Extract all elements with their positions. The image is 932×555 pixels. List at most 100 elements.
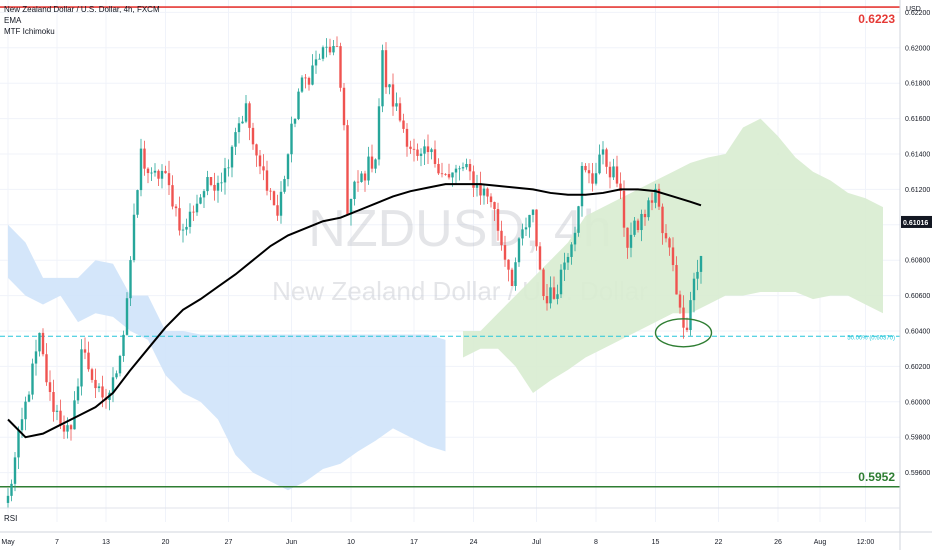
candle [157, 169, 160, 186]
candle [356, 170, 360, 192]
time-axis-tick: 26 [774, 539, 782, 546]
candle [279, 181, 283, 224]
candle [661, 203, 664, 245]
candle [405, 123, 409, 157]
symbol-title[interactable]: New Zealand Dollar / U.S. Dollar, 4h, FX… [4, 5, 160, 14]
candle [115, 370, 118, 380]
candle [332, 40, 335, 56]
candle [692, 272, 696, 313]
candle [500, 220, 503, 251]
candle-body [486, 188, 489, 197]
candle [13, 452, 17, 492]
candle-body [370, 156, 374, 169]
candle-body [41, 332, 45, 355]
candle-body [696, 271, 699, 279]
candle [97, 383, 101, 393]
candle [76, 378, 80, 404]
candle [458, 165, 461, 181]
candle-body [391, 84, 395, 107]
candle [255, 143, 258, 167]
candle-body [482, 188, 486, 196]
candle-body [321, 47, 325, 59]
candle [139, 138, 143, 197]
candle [17, 426, 20, 469]
candle [559, 264, 563, 299]
candle-body [524, 227, 528, 230]
candle [689, 291, 692, 336]
candle [675, 256, 678, 295]
rsi-pane-label[interactable]: RSI [4, 514, 18, 523]
ichimoku-indicator-label[interactable]: MTF Ichimoku [4, 27, 55, 36]
candle-body [255, 144, 258, 156]
candle [286, 153, 290, 187]
candle-body [356, 181, 360, 183]
candle-body [619, 183, 622, 191]
candle [360, 171, 363, 183]
candle [262, 154, 265, 181]
candle-body [384, 50, 388, 88]
candle [643, 209, 647, 226]
candle [321, 45, 325, 62]
candle-body [584, 165, 587, 171]
candle [563, 252, 566, 281]
currency-label[interactable]: USD [906, 6, 921, 13]
candle [489, 193, 493, 208]
candle [24, 396, 27, 431]
price-axis-tick: 0.61400 [905, 151, 930, 158]
candle-body [167, 173, 171, 186]
candle-body [178, 208, 181, 231]
candle-body [475, 183, 479, 188]
candle-body [45, 354, 48, 383]
candle-body [76, 386, 80, 401]
candle [570, 242, 573, 265]
candle-body [419, 153, 423, 156]
candle-body [195, 203, 199, 213]
candle [251, 122, 255, 150]
candle [73, 391, 76, 430]
price-axis-tick: 0.61800 [905, 81, 930, 88]
candle [80, 339, 83, 396]
candle-body [307, 77, 311, 85]
candle-body [381, 50, 384, 107]
annotation-circle [654, 318, 713, 348]
candle-body [290, 123, 293, 155]
candle-body [31, 363, 34, 395]
candle-body [111, 377, 115, 393]
candle-body [346, 125, 349, 215]
price-axis-tick: 0.60600 [905, 293, 930, 300]
candle [503, 235, 507, 267]
candle-body [612, 166, 615, 178]
candle-body [472, 171, 475, 188]
candle-body [629, 234, 633, 248]
candle [419, 148, 423, 167]
candle-body [654, 188, 657, 203]
candle-body [122, 334, 125, 356]
candle-body [115, 373, 118, 378]
candle [248, 101, 251, 141]
candle-body [671, 247, 675, 266]
candle-body [118, 355, 122, 374]
time-axis-tick: 10 [347, 539, 355, 546]
candle-body [80, 349, 83, 387]
candle-body [643, 213, 647, 218]
candle [45, 343, 48, 386]
candle-body [248, 103, 251, 128]
candle-body [83, 349, 87, 353]
candle-body [6, 495, 10, 503]
price-axis-tick: 0.60000 [905, 399, 930, 406]
candle [118, 354, 122, 377]
candle-body [94, 379, 97, 389]
candle [311, 54, 314, 86]
candle-body [101, 386, 104, 398]
candle [129, 256, 132, 306]
candle [41, 328, 45, 357]
price-axis-tick: 0.60200 [905, 364, 930, 371]
candle-body [461, 167, 465, 169]
candle [447, 163, 451, 180]
candle-body [339, 46, 342, 88]
candle-body [241, 121, 244, 124]
ema-indicator-label[interactable]: EMA [4, 16, 22, 25]
candle-body [237, 123, 241, 133]
